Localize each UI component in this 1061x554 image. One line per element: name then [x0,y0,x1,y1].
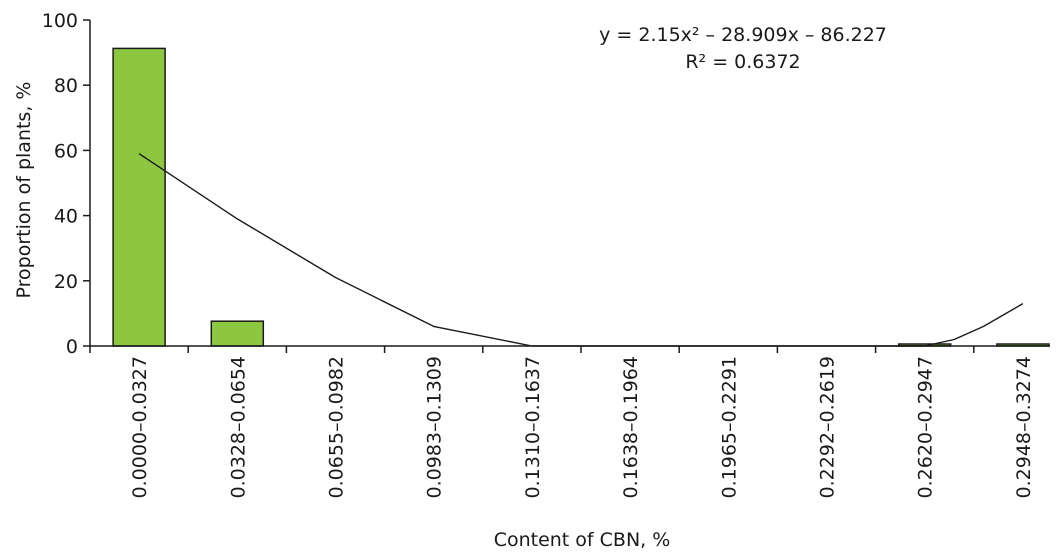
x-tick-label-1: 0.0328–0.0654 [227,356,249,498]
y-tick-label-80: 80 [54,75,78,97]
x-tick-label-0: 0.0000–0.0327 [129,356,151,498]
bar-1 [210,320,265,347]
y-tick-label-0: 0 [66,336,78,358]
x-tick-label-6: 0.1965–0.2291 [718,356,740,498]
x-tick-labels: 0.0000–0.0327 0.0328–0.0654 0.0655–0.0982 0… [129,356,1035,498]
trendline-curve [138,153,1024,347]
x-tick-label-8: 0.2620–0.2947 [915,356,937,498]
x-tick-label-4: 0.1310–0.1637 [522,356,544,498]
trendline-equation: y = 2.15x² – 28.909x – 86.227 [599,24,887,46]
y-tick-label-100: 100 [42,10,78,32]
x-axis-title: Content of CBN, % [494,529,671,551]
x-tick-label-3: 0.0983–0.1309 [424,356,446,498]
y-tick-labels: 0 20 40 60 80 100 [42,10,78,358]
y-tick-label-60: 60 [54,140,78,162]
x-tick-label-9: 0.2948–0.3274 [1013,356,1035,498]
trendline-layer [138,153,1024,347]
y-tick-label-40: 40 [54,206,78,228]
y-axis-title: Proportion of plants, % [13,82,35,299]
y-tick-label-20: 20 [54,271,78,293]
axes-layer [83,19,1050,353]
x-tick-label-7: 0.2292–0.2619 [817,356,839,498]
x-tick-label-2: 0.0655–0.0982 [326,356,348,498]
bar-0 [112,47,166,347]
trendline-r-squared: R² = 0.6372 [685,51,800,73]
x-tick-label-5: 0.1638–0.1964 [620,356,642,498]
bars-layer [112,47,1050,347]
